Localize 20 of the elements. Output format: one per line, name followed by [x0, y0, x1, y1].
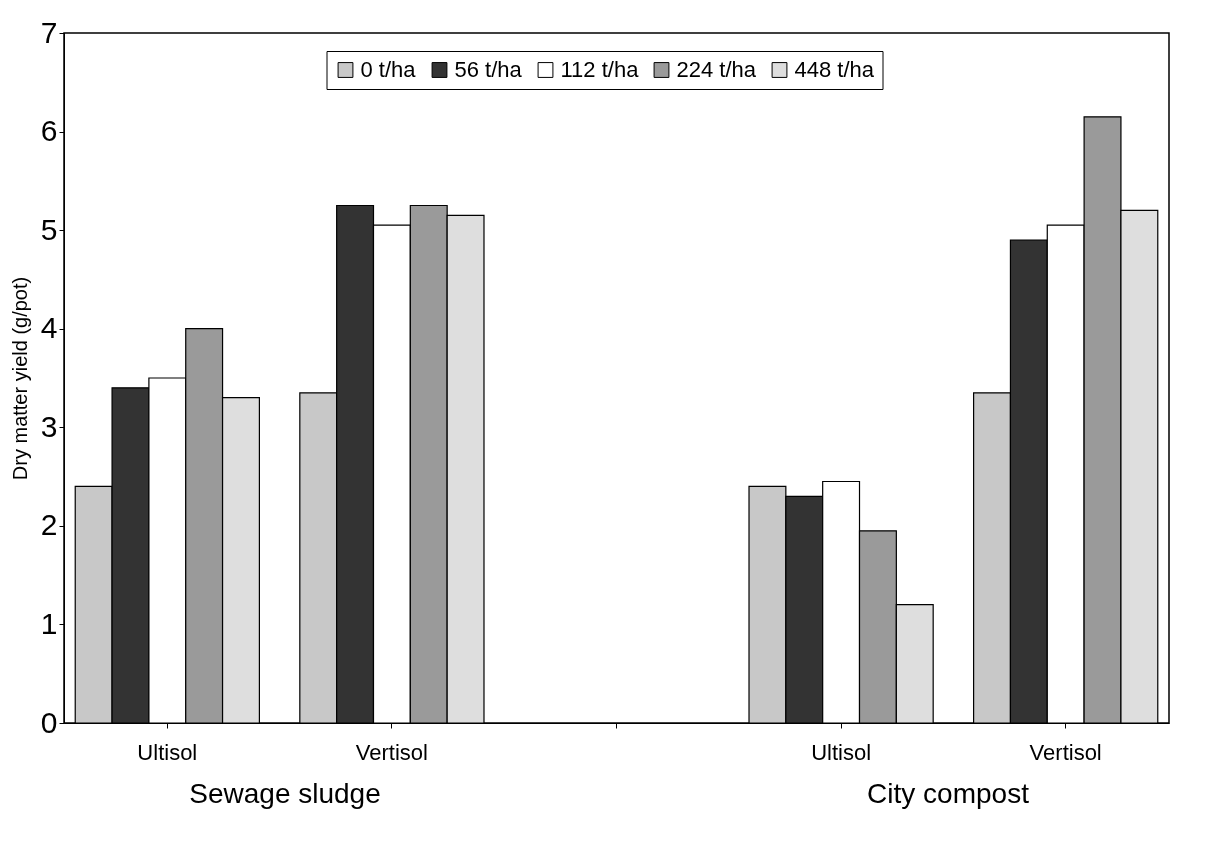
x-tick-label: Vertisol: [1029, 739, 1102, 765]
x-tick-label: Vertisol: [355, 739, 428, 765]
text: Sewage sludge: [189, 778, 381, 809]
y-axis-title: Dry matter yield (g/pot): [8, 276, 31, 481]
y-tick-label: 3: [40, 409, 58, 443]
y-tick-label: 1: [40, 606, 58, 640]
y-tick-label: 4: [40, 311, 58, 345]
legend-label: 224 t/ha: [676, 57, 757, 82]
legend-label: 448 t/ha: [794, 57, 875, 82]
text: City compost: [867, 778, 1030, 809]
y-tick-label: 5: [40, 212, 58, 246]
y-tick-label: 2: [40, 508, 58, 542]
legend-label: 56 t/ha: [454, 57, 523, 82]
legend-label: 0 t/ha: [360, 57, 417, 82]
x-tick-label: Ultisol: [137, 739, 198, 765]
y-tick-label: 0: [40, 705, 58, 739]
x-tick-label: Ultisol: [811, 739, 872, 765]
y-tick-label: 7: [40, 15, 58, 49]
legend-label: 112 t/ha: [560, 57, 640, 82]
y-tick-label: 6: [40, 114, 58, 148]
